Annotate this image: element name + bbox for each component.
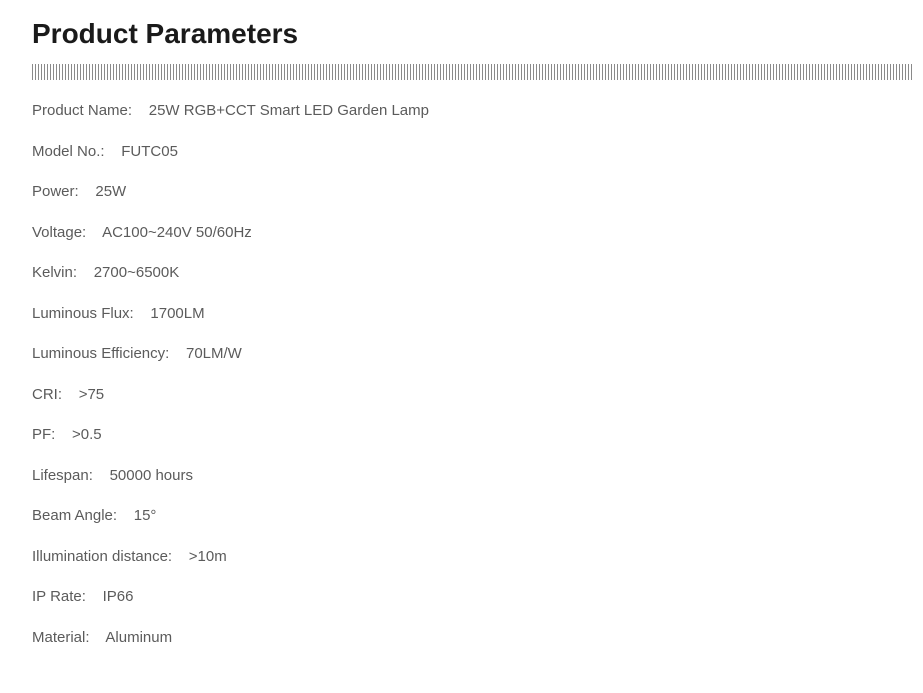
param-label: Luminous Efficiency: — [32, 345, 169, 362]
param-label: Material: — [32, 629, 90, 646]
param-label: PF: — [32, 426, 55, 443]
param-value: >10m — [189, 548, 227, 565]
param-value: >75 — [79, 386, 104, 403]
param-label: Power: — [32, 183, 79, 200]
param-value: Aluminum — [105, 629, 172, 646]
param-power: Power: 25W — [32, 183, 912, 201]
param-flux: Luminous Flux: 1700LM — [32, 305, 912, 323]
param-material: Material: Aluminum — [32, 629, 912, 647]
param-label: Luminous Flux: — [32, 305, 134, 322]
param-kelvin: Kelvin: 2700~6500K — [32, 264, 912, 282]
param-label: Kelvin: — [32, 264, 77, 281]
param-value: IP66 — [103, 588, 134, 605]
param-lifespan: Lifespan: 50000 hours — [32, 467, 912, 485]
param-value: >0.5 — [72, 426, 102, 443]
param-cri: CRI: >75 — [32, 386, 912, 404]
param-voltage: Voltage: AC100~240V 50/60Hz — [32, 224, 912, 242]
param-value: 2700~6500K — [94, 264, 180, 281]
param-value: AC100~240V 50/60Hz — [102, 224, 252, 241]
param-value: 50000 hours — [110, 467, 193, 484]
param-label: CRI: — [32, 386, 62, 403]
param-pf: PF: >0.5 — [32, 426, 912, 444]
param-label: Voltage: — [32, 224, 86, 241]
param-value: FUTC05 — [121, 143, 178, 160]
page-title: Product Parameters — [32, 18, 912, 50]
param-value: 25W RGB+CCT Smart LED Garden Lamp — [149, 102, 429, 119]
param-beam-angle: Beam Angle: 15° — [32, 507, 912, 525]
param-value: 25W — [95, 183, 126, 200]
param-value: 15° — [134, 507, 157, 524]
param-label: Beam Angle: — [32, 507, 117, 524]
parameters-list: Product Name: 25W RGB+CCT Smart LED Gard… — [32, 102, 912, 647]
param-label: Model No.: — [32, 143, 105, 160]
param-label: IP Rate: — [32, 588, 86, 605]
param-illumination-distance: Illumination distance: >10m — [32, 548, 912, 566]
param-model: Model No.: FUTC05 — [32, 143, 912, 161]
param-label: Illumination distance: — [32, 548, 172, 565]
param-value: 70LM/W — [186, 345, 242, 362]
param-value: 1700LM — [150, 305, 204, 322]
param-ip-rate: IP Rate: IP66 — [32, 588, 912, 606]
param-product-name: Product Name: 25W RGB+CCT Smart LED Gard… — [32, 102, 912, 120]
param-label: Lifespan: — [32, 467, 93, 484]
param-label: Product Name: — [32, 102, 132, 119]
param-efficiency: Luminous Efficiency: 70LM/W — [32, 345, 912, 363]
hatched-divider — [32, 64, 912, 80]
